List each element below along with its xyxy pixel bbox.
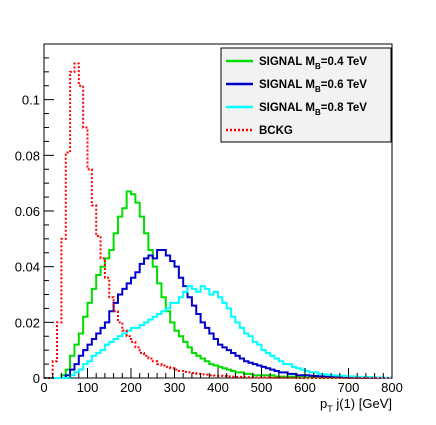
x-tick-label: 300: [164, 380, 186, 395]
series-line-3: [44, 62, 392, 379]
x-tick-label: 200: [120, 380, 142, 395]
x-tick-label: 100: [77, 380, 99, 395]
legend-box: [220, 47, 392, 143]
axis-ticks: [43, 43, 393, 379]
y-tick-label: 0.1: [22, 93, 40, 108]
y-tick-label: 0.06: [15, 204, 40, 219]
x-tick-label: 800: [381, 380, 403, 395]
x-tick-label: 600: [294, 380, 316, 395]
y-tick-label: 0.08: [15, 148, 40, 163]
x-axis-title: pT j(1) [GeV]: [320, 396, 392, 414]
series-line-0: [44, 190, 392, 379]
x-axis-title-main: p: [320, 396, 327, 411]
x-tick-label: 0: [40, 380, 47, 395]
legend-label: SIGNAL MB=0.6 TeV: [259, 79, 367, 94]
y-tick-label: 0.04: [15, 260, 40, 275]
y-tick-label: 0.02: [15, 315, 40, 330]
legend-label: SIGNAL MB=0.8 TeV: [259, 102, 367, 117]
x-axis-title-sub: T: [327, 404, 333, 414]
series-line-2: [44, 285, 392, 379]
x-tick-label: 700: [338, 380, 360, 395]
x-tick-label: 500: [251, 380, 273, 395]
axis-tick-labels: 0 100 200 300 400 500 600 700 800 0 0.02 0.04 0.06 0.…: [15, 93, 403, 395]
series-line-1: [44, 248, 392, 379]
x-axis-title-rest: j(1) [GeV]: [333, 396, 392, 411]
legend: SIGNAL MB=0.4 TeV SIGNAL MB=0.6 TeV SIGNAL…: [220, 47, 392, 143]
series-layer: [44, 62, 392, 379]
legend-label: SIGNAL MB=0.4 TeV: [259, 56, 367, 71]
legend-label: BCKG: [259, 125, 293, 137]
x-tick-label: 400: [207, 380, 229, 395]
y-tick-label: 0: [33, 371, 40, 386]
